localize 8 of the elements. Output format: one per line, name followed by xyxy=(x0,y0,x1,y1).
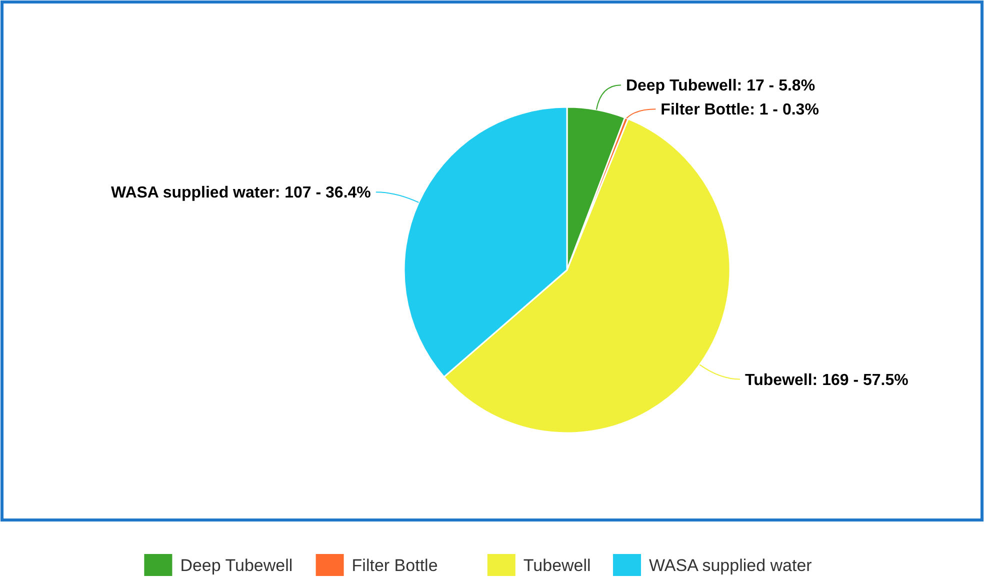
category-label: Deep Tubewell: 17 - 5.8% xyxy=(626,78,816,95)
legend-label: Filter Bottle xyxy=(352,556,438,575)
category-label: Filter Bottle: 1 - 0.3% xyxy=(660,102,819,119)
legend-label: Tubewell xyxy=(523,556,591,575)
legend-label: Deep Tubewell xyxy=(180,556,293,575)
legend-label: WASA supplied water xyxy=(649,556,812,575)
category-label: WASA supplied water: 107 - 36.4% xyxy=(110,184,371,202)
category-label: Tubewell: 169 - 57.5% xyxy=(745,372,908,389)
